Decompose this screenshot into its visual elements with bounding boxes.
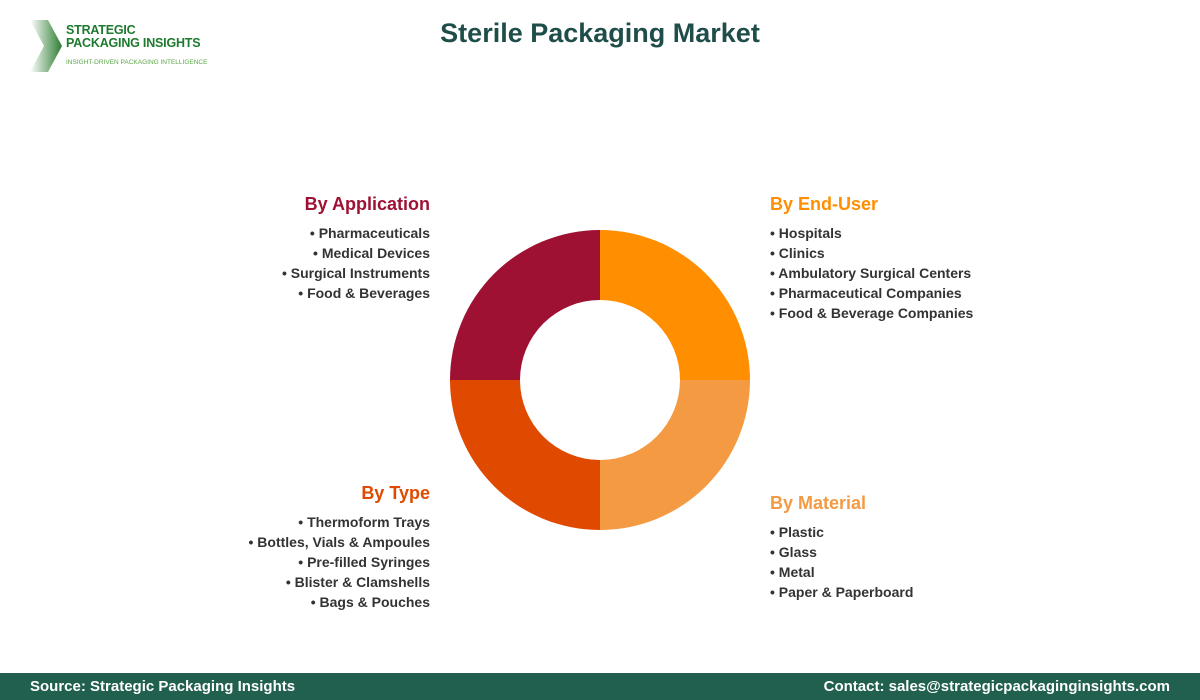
logo: STRATEGIC PACKAGING INSIGHTS INSIGHT-DRIV…	[30, 18, 230, 73]
donut-slice-by-material	[600, 380, 750, 530]
footer: Source: Strategic Packaging Insights Con…	[0, 673, 1200, 700]
segment-material: By Material • Plastic • Glass • Metal • Pap…	[770, 493, 913, 602]
logo-chevron-icon	[30, 20, 62, 72]
segment-item: • Hospitals	[770, 225, 842, 241]
segment-type: By Type • Thermoform Trays • Bottles, Via…	[248, 483, 430, 612]
logo-line1: STRATEGIC	[66, 23, 136, 37]
segment-item: • Bags & Pouches	[310, 594, 430, 610]
segment-item: • Clinics	[770, 245, 825, 261]
segment-item: • Pharmaceuticals	[309, 225, 430, 241]
donut-slice-by-type	[450, 380, 600, 530]
segment-item: • Ambulatory Surgical Centers	[770, 265, 972, 281]
segment-item: • Medical Devices	[313, 245, 430, 261]
page-title: Sterile Packaging Market	[440, 18, 760, 48]
segment-application: By Application • Pharmaceuticals • Medica…	[282, 194, 430, 303]
footer-contact: Contact: sales@strategicpackaginginsight…	[823, 678, 1170, 695]
segment-item: • Food & Beverage Companies	[770, 305, 974, 321]
segment-item: • Glass	[770, 544, 817, 560]
segment-item: • Plastic	[770, 524, 824, 540]
segment-item: • Bottles, Vials & Ampoules	[248, 534, 430, 550]
segment-heading: By Application	[304, 194, 430, 214]
segment-heading: By End-User	[770, 194, 879, 214]
segment-item: • Metal	[770, 564, 815, 580]
segment-heading: By Type	[361, 483, 430, 503]
footer-source: Source: Strategic Packaging Insights	[30, 678, 296, 695]
segment-item: • Pre-filled Syringes	[298, 554, 430, 570]
logo-tagline: INSIGHT-DRIVEN PACKAGING INTELLIGENCE	[66, 59, 208, 66]
segment-end-user: By End-User • Hospitals • Clinics • Ambula…	[770, 194, 973, 323]
logo-line2: PACKAGING INSIGHTS	[66, 36, 201, 50]
segment-item: • Thermoform Trays	[298, 514, 430, 530]
segment-item: • Food & Beverages	[298, 285, 430, 301]
donut-slice-by-end-user	[600, 230, 750, 380]
segment-item: • Surgical Instruments	[281, 265, 430, 281]
segment-item: • Paper & Paperboard	[770, 584, 914, 600]
donut-slice-by-application	[450, 230, 600, 380]
segment-heading: By Material	[770, 493, 867, 513]
segment-item: • Blister & Clamshells	[285, 574, 430, 590]
segment-item: • Pharmaceutical Companies	[770, 285, 962, 301]
